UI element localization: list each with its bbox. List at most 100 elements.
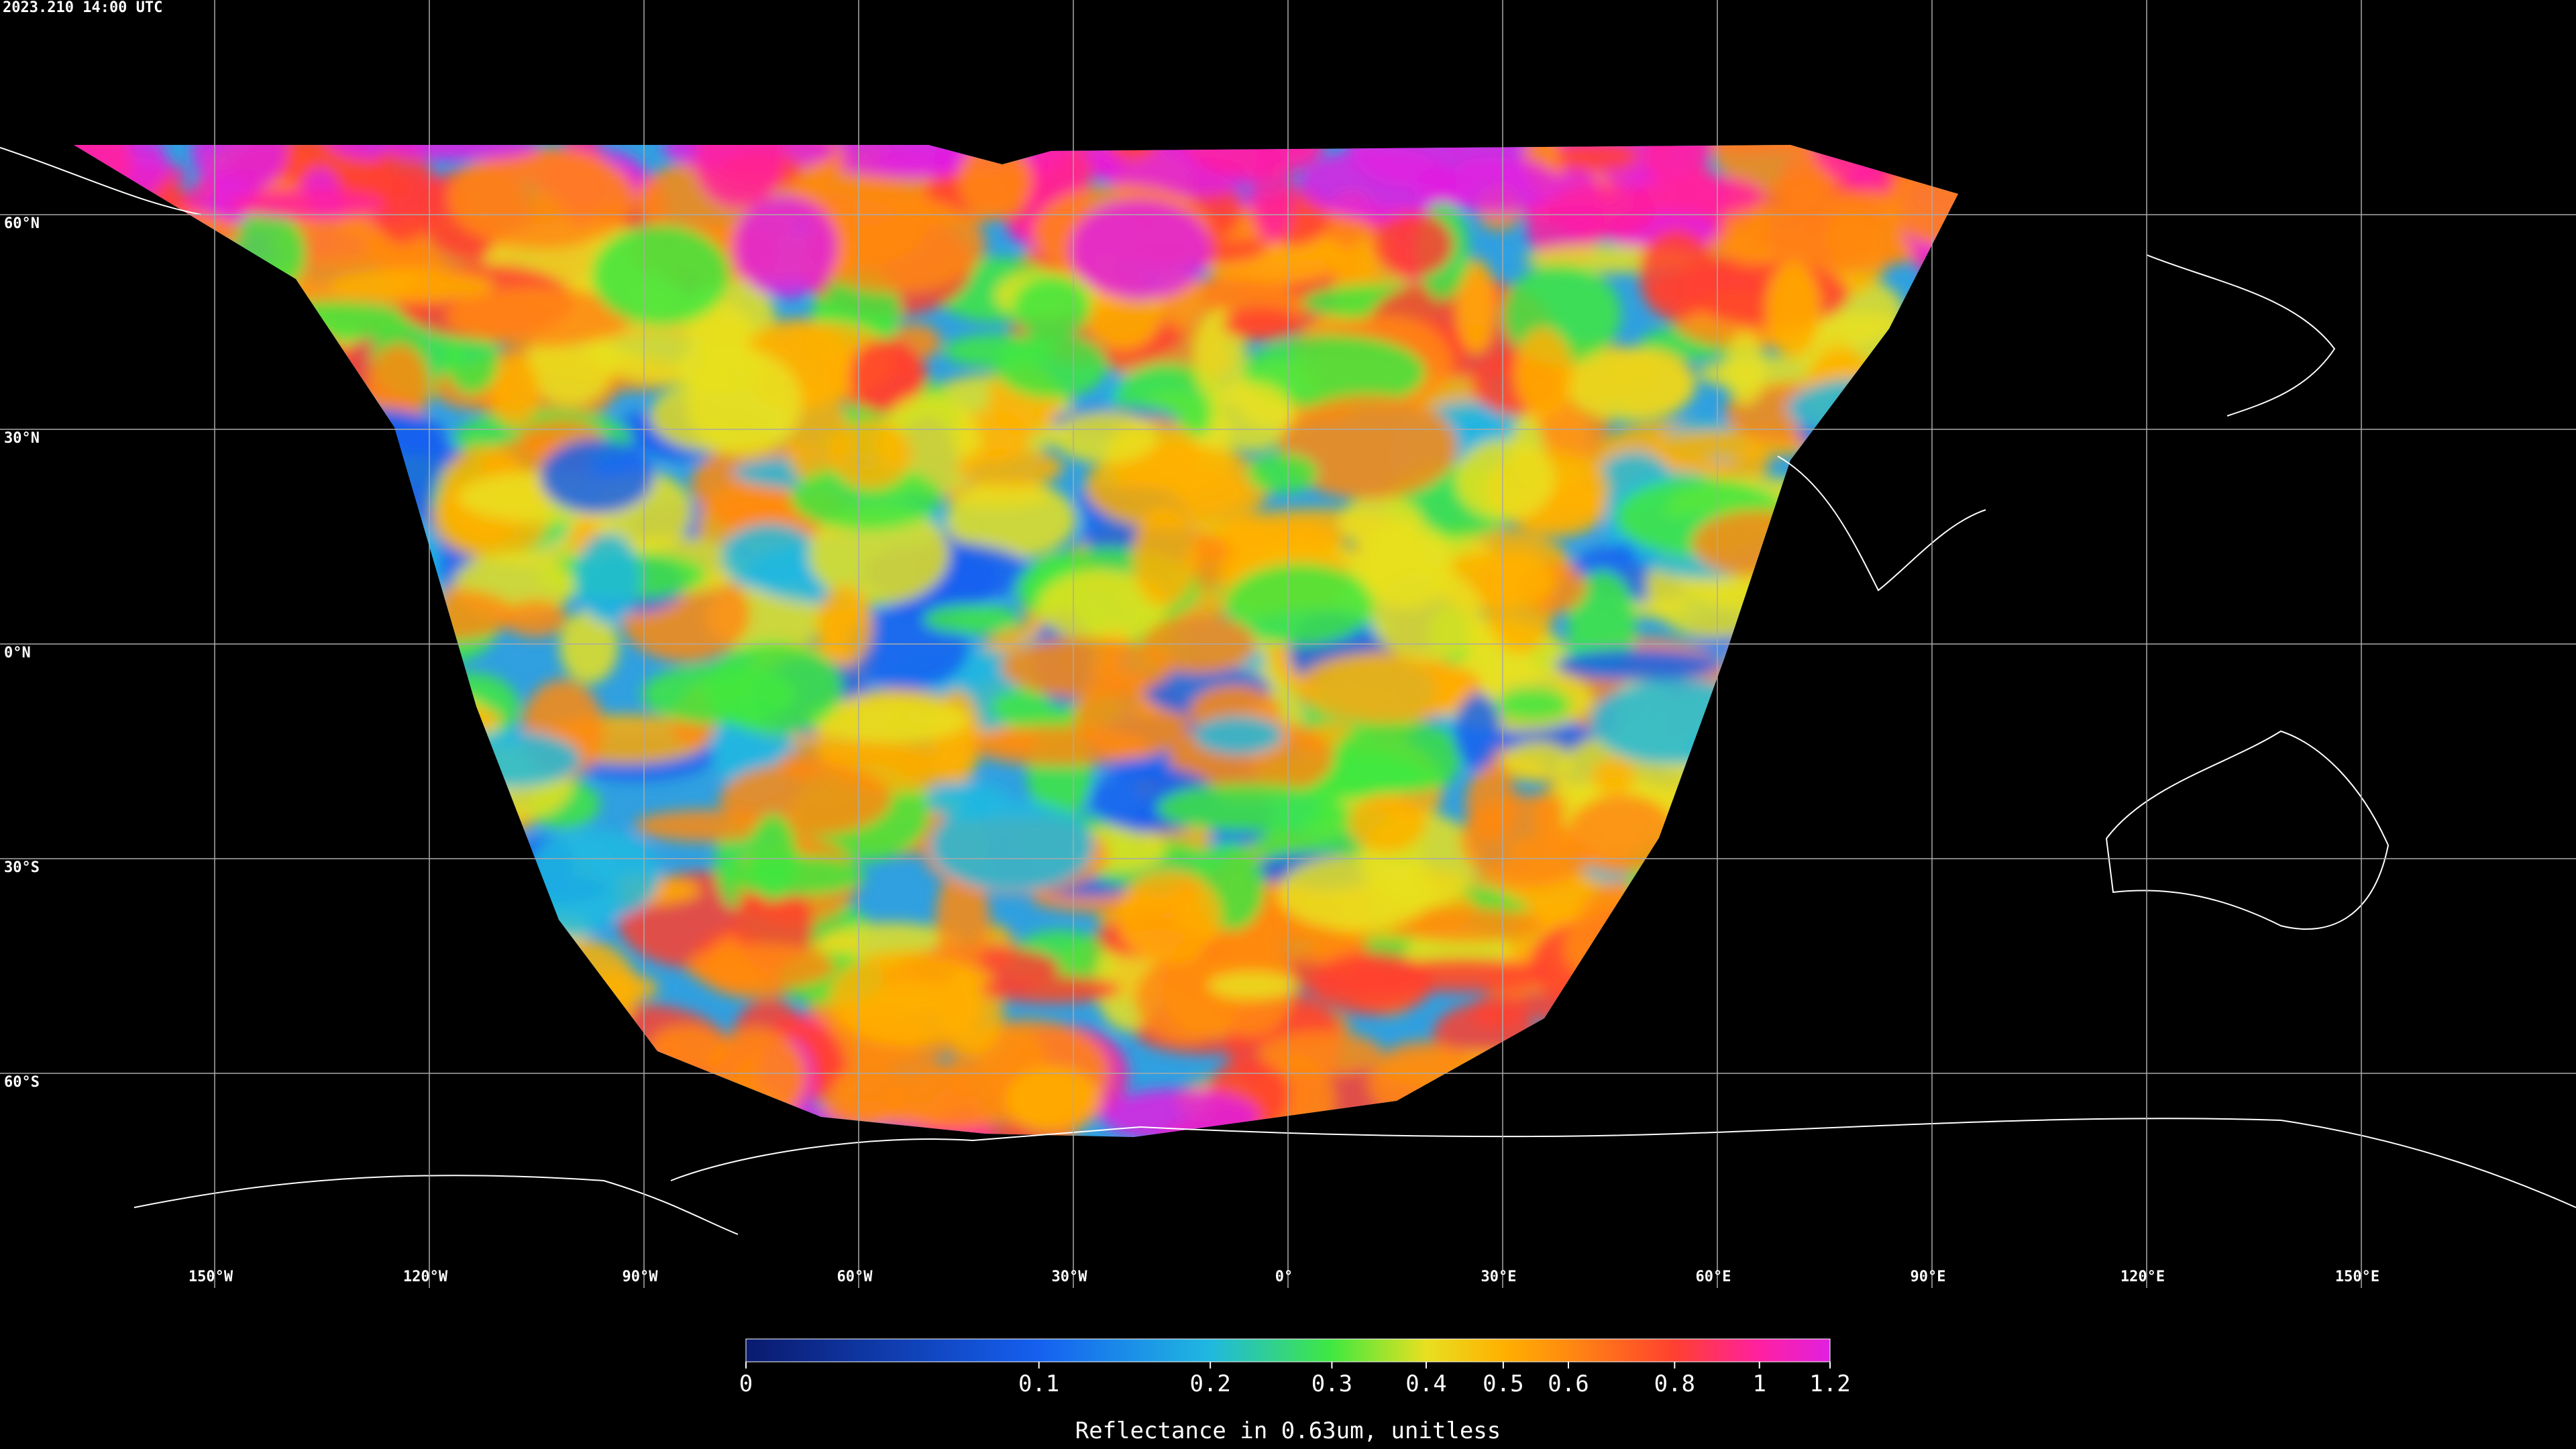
cloud	[930, 800, 1094, 892]
cloud	[1456, 258, 1496, 354]
cloud	[1432, 157, 1561, 213]
cloud	[328, 269, 494, 303]
cloud	[1514, 327, 1573, 416]
cloud	[1089, 145, 1275, 197]
cloud	[1644, 145, 1711, 184]
latitude-label: 30°S	[4, 859, 40, 876]
cloud	[816, 585, 873, 665]
colorbar-tick-label: 0.3	[1311, 1371, 1352, 1397]
cloud	[1639, 229, 1714, 321]
cloud	[885, 1067, 1022, 1129]
cloud	[1299, 148, 1457, 219]
cloud	[1225, 564, 1375, 645]
cloud	[829, 951, 985, 1046]
colorbar-tick-label: 0.4	[1405, 1371, 1446, 1397]
colorbar-tick-label: 1.2	[1809, 1371, 1850, 1397]
alaska-coast	[0, 147, 202, 215]
cloud	[936, 868, 989, 971]
cloud	[1548, 184, 1656, 240]
cloud	[1243, 335, 1426, 410]
colorbar-tick-label: 0.8	[1654, 1371, 1695, 1397]
cloud	[1277, 855, 1434, 930]
colorbar-tick-label: 0.5	[1483, 1371, 1523, 1397]
cloud	[1496, 689, 1571, 720]
cloud	[1310, 952, 1434, 1015]
colorbar-label: Reflectance in 0.63um, unitless	[1075, 1417, 1501, 1444]
cloud	[956, 448, 1063, 487]
cloud	[540, 439, 654, 514]
cloud	[1372, 569, 1483, 661]
cloud	[1247, 453, 1318, 493]
cloud	[1766, 262, 1821, 358]
cloud	[384, 145, 539, 161]
cloud	[1117, 869, 1222, 963]
cloud	[694, 145, 784, 208]
cloud	[1470, 995, 1529, 1028]
cloud	[677, 342, 765, 393]
coastlines	[0, 147, 2576, 1235]
cloud	[1555, 145, 1638, 170]
cloud	[720, 762, 892, 836]
cloud	[367, 344, 430, 430]
longitude-label: 60°E	[1696, 1269, 1731, 1285]
cloud	[830, 420, 912, 490]
cloud	[592, 225, 730, 325]
cloud	[981, 975, 1120, 1004]
cloud	[1258, 1031, 1383, 1075]
cloud	[733, 196, 838, 298]
latitude-label: 60°S	[4, 1074, 40, 1091]
longitude-label: 0°	[1275, 1269, 1293, 1285]
cloud	[1053, 411, 1158, 464]
cloud	[1069, 199, 1212, 300]
cloud	[1744, 192, 1927, 274]
cloud	[446, 288, 633, 347]
timestamp: 2023.210 14:00 UTC	[3, 0, 162, 16]
cloud	[806, 697, 969, 743]
cloud	[995, 333, 1108, 398]
cloud	[1156, 784, 1342, 832]
cloud	[447, 147, 635, 249]
cloud	[1013, 276, 1091, 339]
cloud	[1223, 307, 1301, 341]
cloud	[1455, 439, 1554, 521]
graticule: 60°N 30°N 0°N 30°S 60°S 150°W 120°W 90°W 60°W 30°…	[0, 0, 2576, 1288]
cloud	[722, 523, 818, 590]
longitude-label: 90°W	[623, 1269, 659, 1285]
cloud	[790, 466, 942, 530]
colorbar-tick-label: 0.2	[1189, 1371, 1230, 1397]
cloud	[1183, 145, 1326, 179]
colorbar-tick-label: 0	[739, 1371, 753, 1397]
cloud	[1279, 394, 1458, 499]
longitude-label: 30°W	[1052, 1269, 1088, 1285]
cloud	[1555, 649, 1721, 681]
latitude-label: 30°N	[4, 430, 40, 447]
colorbar-tick-label: 0.1	[1018, 1371, 1059, 1397]
asia-coast	[1777, 455, 1986, 592]
cloud	[946, 480, 1076, 559]
longitude-label: 30°E	[1481, 1269, 1517, 1285]
cloud	[1630, 176, 1764, 216]
antarctica-coast	[670, 1118, 2576, 1208]
colorbar-gradient	[745, 1338, 1831, 1362]
antarctica-coast	[133, 1175, 739, 1235]
cloud	[748, 814, 798, 901]
cloud	[1210, 382, 1295, 451]
cloud	[923, 604, 1020, 634]
cloud	[971, 726, 1150, 766]
longitude-label: 150°E	[2335, 1269, 2379, 1285]
colorbar-tick-label: 0.6	[1548, 1371, 1589, 1397]
cloud	[1724, 333, 1766, 405]
longitude-label: 120°E	[2121, 1269, 2165, 1285]
cloud	[229, 189, 385, 219]
colorbar-tick-label: 1	[1753, 1371, 1766, 1397]
cloud	[504, 600, 567, 637]
colorbar: 0 0.1 0.2 0.3 0.4 0.5 0.6 0.8 1 1.2	[739, 1338, 1851, 1397]
cloud	[1006, 1067, 1100, 1134]
cloud	[559, 610, 619, 684]
australia-coast	[2105, 730, 2390, 930]
cloud	[1373, 213, 1454, 277]
cloud	[370, 145, 435, 244]
cloud	[1591, 759, 1635, 794]
cloud	[491, 355, 539, 429]
